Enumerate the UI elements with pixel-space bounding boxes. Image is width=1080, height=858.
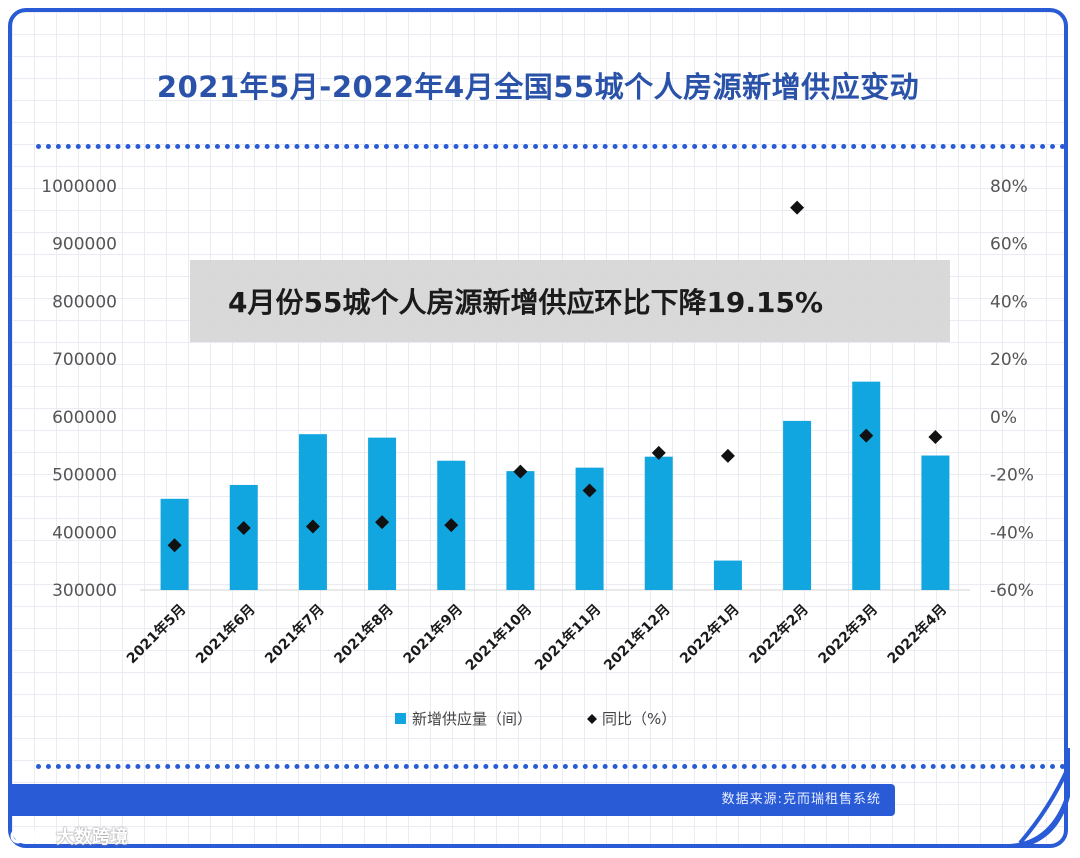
- bar: [713, 560, 742, 590]
- y-left-tick-label: 400000: [52, 523, 117, 543]
- page-curl-icon: [1010, 748, 1070, 848]
- y-right-tick-label: -60%: [990, 581, 1034, 601]
- x-tick-label: 2021年11月: [531, 601, 604, 674]
- x-tick-label: 2021年9月: [400, 601, 466, 667]
- x-tick-label: 2021年6月: [192, 601, 258, 667]
- bar: [506, 471, 535, 590]
- bar: [229, 484, 258, 590]
- bar: [298, 434, 327, 590]
- bottom-dotted-divider: [36, 764, 1064, 769]
- y-left-tick-label: 300000: [52, 581, 117, 601]
- callout-banner: 4月份55城个人房源新增供应环比下降19.15%: [190, 260, 950, 342]
- y-right-tick-label: -20%: [990, 466, 1034, 486]
- top-dotted-divider: [36, 144, 1064, 149]
- callout-text: 4月份55城个人房源新增供应环比下降19.15%: [228, 286, 824, 319]
- x-tick-label: 2021年12月: [600, 601, 673, 674]
- yoy-point: [651, 445, 666, 460]
- legend-point-swatch: [587, 714, 597, 724]
- legend-point-label: 同比（%）: [602, 710, 676, 728]
- yoy-point: [236, 520, 251, 535]
- yoy-point: [513, 464, 528, 479]
- legend-bar-label: 新增供应量（间）: [412, 710, 532, 728]
- source-text: 数据来源:克而瑞租售系统: [721, 792, 881, 807]
- y-right-tick-label: 0%: [990, 408, 1017, 428]
- yoy-point: [720, 448, 735, 463]
- watermark: 大数跨境: [10, 822, 128, 850]
- x-tick-label: 2022年1月: [676, 601, 742, 667]
- legend-bar-swatch: [395, 713, 406, 724]
- y-left-tick-label: 1000000: [41, 177, 117, 197]
- y-right-tick-label: 20%: [990, 350, 1028, 370]
- source-bar: 数据来源:克而瑞租售系统: [12, 784, 895, 816]
- x-tick-label: 2022年2月: [746, 601, 812, 667]
- y-right-tick-label: 40%: [990, 292, 1028, 312]
- chart-card: 2021年5月-2022年4月全国55城个人房源新增供应变动: [8, 8, 1068, 848]
- bar: [368, 437, 397, 590]
- y-left-tick-label: 900000: [52, 235, 117, 255]
- bar: [783, 420, 812, 590]
- y-right-tick-label: 60%: [990, 235, 1028, 255]
- bar: [921, 455, 950, 590]
- yoy-point: [444, 518, 459, 533]
- y-left-tick-label: 600000: [52, 408, 117, 428]
- bar: [644, 456, 673, 590]
- yoy-point: [375, 515, 390, 530]
- yoy-point: [305, 519, 320, 534]
- bar: [852, 381, 881, 590]
- x-tick-label: 2022年4月: [884, 601, 950, 667]
- yoy-point: [167, 538, 182, 553]
- chart-title: 2021年5月-2022年4月全国55城个人房源新增供应变动: [156, 70, 920, 104]
- x-tick-label: 2021年8月: [331, 601, 397, 667]
- y-right-tick-label: 80%: [990, 177, 1028, 197]
- x-tick-label: 2022年3月: [815, 601, 881, 667]
- x-tick-label: 2021年5月: [123, 601, 189, 667]
- x-tick-label: 2021年7月: [261, 601, 327, 667]
- y-left-tick-label: 500000: [52, 466, 117, 486]
- x-tick-label: 2021年10月: [462, 601, 535, 674]
- y-left-tick-label: 700000: [52, 350, 117, 370]
- y-left-tick-label: 800000: [52, 292, 117, 312]
- watermark-text: 大数跨境: [56, 827, 128, 848]
- yoy-point: [859, 428, 874, 443]
- watermark-logo-icon: [10, 828, 50, 844]
- yoy-point: [790, 200, 805, 215]
- yoy-point: [928, 430, 943, 445]
- y-right-tick-label: -40%: [990, 523, 1034, 543]
- yoy-point: [582, 483, 597, 498]
